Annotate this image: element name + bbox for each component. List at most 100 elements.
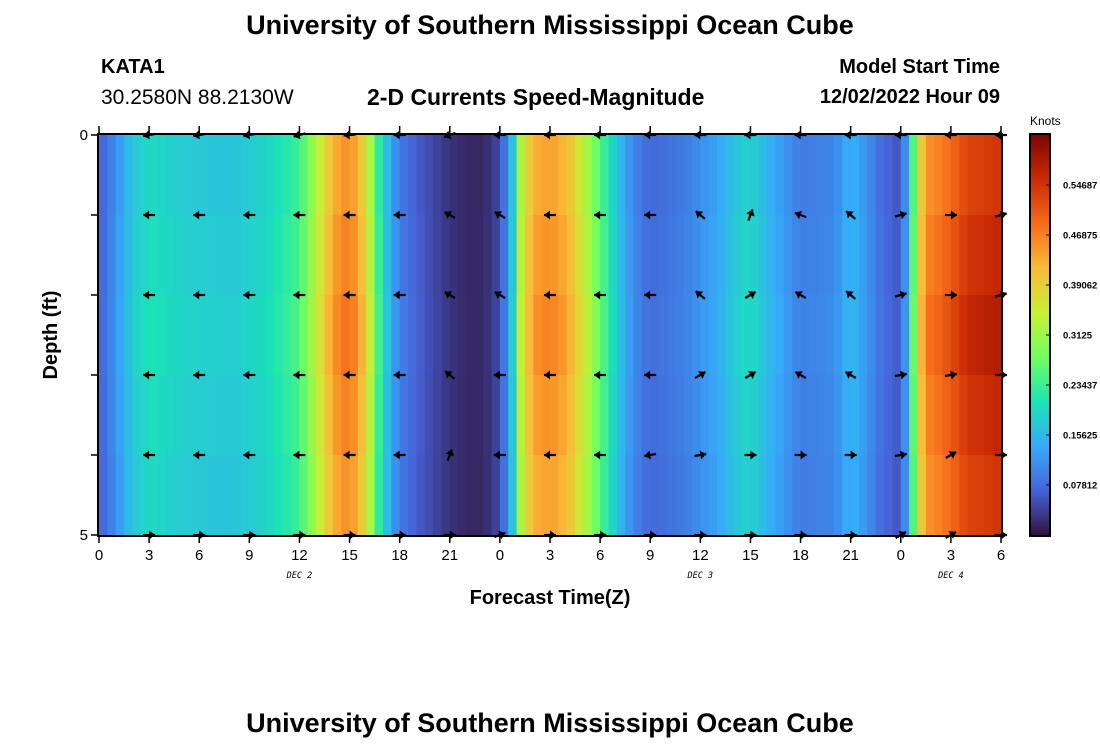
heatmap-cell	[550, 295, 559, 376]
current-arrow-head	[750, 450, 757, 460]
current-arrow	[894, 450, 907, 460]
heatmap-cell	[190, 455, 200, 536]
heatmap-cell	[282, 215, 292, 296]
heatmap-cell	[742, 455, 752, 536]
heatmap-cell	[224, 375, 234, 456]
heatmap-cell	[808, 455, 818, 536]
heatmap-cell	[433, 135, 443, 216]
heatmap-cell	[466, 295, 476, 376]
heatmap-cell	[499, 375, 509, 456]
heatmap-cell	[984, 295, 994, 376]
heatmap-cell	[775, 135, 785, 216]
heatmap-cell	[516, 295, 526, 376]
current-arrow	[894, 290, 907, 300]
heatmap-cell	[174, 295, 184, 376]
heatmap-cell	[775, 295, 785, 376]
heatmap-cell	[182, 295, 192, 376]
current-arrow-head	[950, 210, 957, 220]
heatmap-cell	[207, 215, 217, 296]
heatmap-cell	[132, 135, 142, 216]
current-arrow	[594, 450, 607, 460]
heatmap-cell	[959, 295, 969, 376]
heatmap-cell	[324, 295, 334, 376]
heatmap-cell	[240, 135, 250, 216]
current-arrow	[844, 450, 857, 460]
heatmap-cell	[591, 375, 601, 456]
heatmap-cell	[99, 375, 108, 456]
heatmap-cell	[349, 455, 359, 536]
heatmap-cell	[750, 215, 760, 296]
current-arrow-head	[243, 370, 250, 380]
heatmap-cell	[683, 295, 693, 376]
current-arrow-head	[950, 290, 957, 300]
current-arrow	[794, 450, 807, 460]
current-arrow-head	[899, 290, 907, 300]
heatmap-cell	[257, 455, 267, 536]
heatmap-cell	[324, 135, 334, 216]
heatmap-cell	[274, 455, 284, 536]
heatmap-cell	[608, 455, 618, 536]
heatmap-cell	[950, 215, 960, 296]
heatmap-cell	[992, 455, 1002, 536]
current-arrow-head	[795, 371, 803, 379]
heatmap-cell	[558, 295, 568, 376]
heatmap-cell	[591, 455, 601, 536]
heatmap-cell	[959, 215, 969, 296]
heatmap-cell	[725, 375, 735, 456]
heatmap-cell	[750, 135, 760, 216]
heatmap-cell	[207, 375, 217, 456]
x-tick-label: 0	[95, 547, 103, 564]
heatmap-cell	[666, 135, 676, 216]
heatmap-cell	[483, 455, 493, 536]
heatmap-cell	[967, 135, 977, 216]
x-tick-label: 3	[546, 547, 554, 564]
heatmap-cell	[458, 455, 468, 536]
heatmap-cell	[767, 215, 777, 296]
heatmap-cell	[132, 215, 142, 296]
heatmap-cell	[884, 295, 894, 376]
heatmap-cell	[366, 455, 376, 536]
day-label: DEC 4	[937, 571, 964, 581]
colorbar: Knots 0.07812 0.15625 0.23437 0.3125 0.39062…	[1029, 114, 1098, 537]
heatmap-cell	[357, 295, 367, 376]
heatmap-cell	[608, 295, 618, 376]
heatmap-cell	[199, 135, 209, 216]
heatmap-cell	[658, 135, 668, 216]
heatmap-cell	[917, 215, 927, 296]
heatmap-cell	[449, 215, 459, 296]
heatmap-cell	[700, 295, 710, 376]
heatmap-cell	[600, 135, 610, 216]
heatmap-cell	[274, 215, 284, 296]
heatmap-cell	[825, 375, 835, 456]
current-arrow-head	[846, 291, 854, 299]
colorbar-tick-label: 0.46875	[1063, 231, 1098, 242]
heatmap-cell	[215, 135, 225, 216]
heatmap-cell	[416, 295, 426, 376]
current-arrow-head	[343, 290, 350, 300]
heatmap-cell	[767, 135, 777, 216]
heatmap-cell	[491, 215, 501, 296]
x-tick-label: 9	[245, 547, 253, 564]
heatmap-cell	[499, 135, 509, 216]
heatmap-cell	[433, 215, 443, 296]
heatmap-cell	[950, 375, 960, 456]
heatmap-cell	[366, 215, 376, 296]
current-arrow	[444, 211, 456, 219]
heatmap-cell	[817, 455, 827, 536]
heatmap-cell	[107, 215, 117, 296]
current-arrow	[694, 450, 707, 460]
current-arrow-head	[445, 449, 454, 457]
current-arrow	[143, 370, 156, 380]
heatmap-cell	[917, 455, 927, 536]
heatmap-cell	[140, 215, 150, 296]
heatmap-cell	[859, 295, 868, 376]
heatmap-cell	[550, 215, 559, 296]
heatmap-cell	[892, 455, 902, 536]
heatmap-cell	[124, 375, 134, 456]
heatmap-cell	[650, 295, 660, 376]
current-arrow	[343, 210, 356, 220]
heatmap-cell	[424, 295, 434, 376]
heatmap-cell	[817, 375, 827, 456]
heatmap-cell	[132, 455, 142, 536]
heatmap-cell	[157, 455, 167, 536]
